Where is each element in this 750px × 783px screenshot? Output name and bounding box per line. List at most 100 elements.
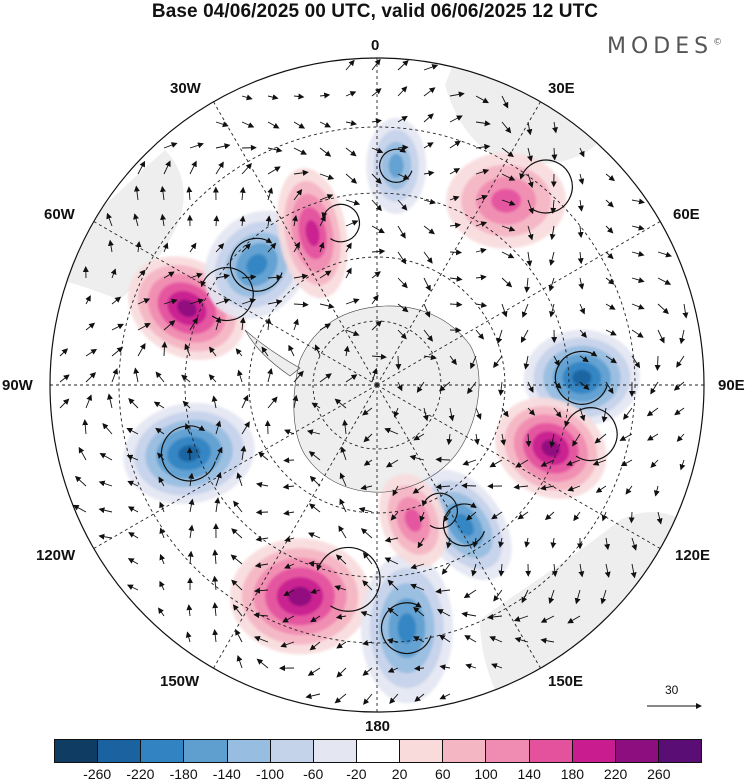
colorbar-tick-label: -100 <box>255 766 285 782</box>
wind-vector-474 <box>363 693 373 705</box>
wind-vector-234 <box>293 370 304 383</box>
wind-vector-374 <box>231 528 243 539</box>
wind-vector-462 <box>256 658 269 669</box>
vector-reference-label: 30 <box>665 683 679 697</box>
wind-vector-260 <box>311 402 321 409</box>
cyclone-center-7 <box>417 469 512 581</box>
wind-vector-102 <box>527 225 534 241</box>
wind-vector-99 <box>449 222 462 229</box>
wind-vector-283 <box>284 429 295 435</box>
lon-label-150e: 150E <box>548 673 584 690</box>
anticyclone-circulation-3 <box>316 546 381 612</box>
wind-vector-230 <box>181 374 191 383</box>
colorbar-tick-label: 140 <box>517 766 541 782</box>
wind-vector-249 <box>673 381 685 391</box>
antarctica-coastline <box>293 305 480 493</box>
wind-vector-80 <box>501 199 516 206</box>
wind-vector-384 <box>498 537 505 548</box>
wind-vector-55 <box>345 173 358 184</box>
wind-vector-64 <box>578 173 585 185</box>
wind-vector-166 <box>449 301 463 308</box>
wind-vector-402 <box>441 563 451 575</box>
wind-vector-222 <box>631 355 641 369</box>
wind-vector-471 <box>491 663 503 669</box>
wind-vector-245 <box>579 381 590 390</box>
wind-vector-398 <box>335 554 347 565</box>
wind-vector-15 <box>501 95 509 109</box>
colorbar-tick-label: 220 <box>603 766 628 782</box>
wind-vector-229 <box>155 371 165 383</box>
wind-vector-422 <box>435 588 451 595</box>
wind-vector-228 <box>133 367 140 383</box>
colorbar-tick-labels: -260 -220 -180 -140 -100 -60 -20 20 60 100 140 180 2… <box>0 766 750 783</box>
wind-vector-109 <box>162 242 169 253</box>
wind-vector-161 <box>319 303 335 309</box>
colorbar-tick-label: -20 <box>346 766 367 782</box>
wind-vector-386 <box>550 537 557 549</box>
wind-vector-70 <box>239 186 246 201</box>
wind-vector-399 <box>362 552 373 565</box>
wind-vector-42 <box>475 143 491 150</box>
wind-vector-286 <box>363 433 373 443</box>
wind-vector-22 <box>371 118 382 125</box>
lon-label-60w: 60W <box>44 206 75 223</box>
wind-vector-442 <box>487 613 503 620</box>
wind-vector-329 <box>236 472 243 487</box>
wind-vector-284 <box>306 429 321 436</box>
wind-vector-341 <box>540 484 555 491</box>
wind-vector-201 <box>85 348 98 357</box>
wind-vector-454 <box>386 637 399 644</box>
wind-vector-30 <box>163 142 178 149</box>
wind-vector-140 <box>371 271 381 279</box>
wind-vector-26 <box>475 120 491 127</box>
wind-vector-107 <box>107 239 114 253</box>
wind-vector-195 <box>579 329 587 338</box>
wind-vector-368 <box>656 511 663 525</box>
wind-vector-251 <box>85 394 93 409</box>
colorbar-tick-label: 100 <box>474 766 498 782</box>
wind-vector-173 <box>631 303 645 310</box>
wind-vector-142 <box>423 277 431 292</box>
wind-vector-342 <box>567 485 581 492</box>
wind-vector-58 <box>423 170 435 177</box>
lon-label-150w: 150W <box>160 673 200 690</box>
wind-vector-100 <box>475 221 488 227</box>
wind-vector-135 <box>241 274 257 281</box>
wind-vector-376 <box>284 536 295 543</box>
wind-vector-152 <box>85 295 91 305</box>
wind-vector-54 <box>319 173 335 180</box>
wind-vector-182 <box>239 317 246 331</box>
wind-vector-326 <box>158 476 165 487</box>
wind-vector-256 <box>211 395 218 409</box>
meridian-120w <box>93 384 378 549</box>
wind-vector-217 <box>493 355 503 369</box>
wind-vector-272 <box>623 407 633 420</box>
colorbar-swatch-7 <box>313 740 357 762</box>
wind-vector-41 <box>449 140 461 149</box>
wind-vector-61 <box>501 173 516 181</box>
wind-vector-411 <box>159 580 165 591</box>
meridian-150w <box>213 384 378 669</box>
wind-vector-346 <box>72 504 87 513</box>
wind-vector-235 <box>319 373 332 383</box>
wind-vector-334 <box>360 484 373 491</box>
lon-label-120e: 120E <box>675 547 711 564</box>
wind-vector-179 <box>163 320 176 331</box>
wind-vector-473 <box>334 693 347 704</box>
wind-vector-183 <box>265 317 272 331</box>
wind-vector-27 <box>501 121 512 134</box>
wind-vector-375 <box>255 536 269 542</box>
wind-vector-324 <box>98 480 113 487</box>
wind-vector-340 <box>513 483 529 490</box>
wind-vector-95 <box>345 220 359 227</box>
wind-vector-56 <box>371 173 382 185</box>
wind-vector-23 <box>397 115 408 123</box>
wind-vector-477 <box>439 693 451 700</box>
wind-vector-353 <box>255 509 269 516</box>
wind-vector-293 <box>549 433 556 448</box>
wind-vector-261 <box>334 398 347 409</box>
wind-vector-273 <box>646 407 659 417</box>
wind-vector-178 <box>137 323 151 331</box>
wind-vector-9 <box>345 91 357 97</box>
colorbar-tick-label: -260 <box>83 766 112 782</box>
